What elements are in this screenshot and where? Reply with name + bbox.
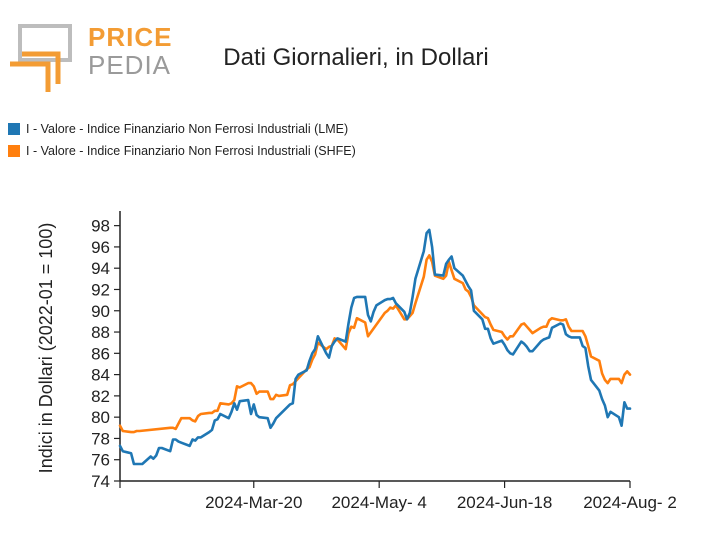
legend-label-lme: I - Valore - Indice Finanziario Non Ferr… <box>26 122 349 136</box>
logo-text-price: PRICE <box>88 22 173 52</box>
legend-item-lme[interactable]: I - Valore - Indice Finanziario Non Ferr… <box>8 118 356 140</box>
legend-item-shfe[interactable]: I - Valore - Indice Finanziario Non Ferr… <box>8 140 356 162</box>
x-tick-label: 2024-May- 4 <box>331 493 426 512</box>
series-lines <box>118 228 632 466</box>
y-tick-label: 78 <box>91 429 110 448</box>
y-axis: 74 76 78 80 82 84 86 88 90 92 94 96 98 <box>91 211 121 491</box>
x-tick-label: 2024-Mar-20 <box>205 493 302 512</box>
y-axis-label: Indici in Dollari (2022-01 = 100) <box>36 223 56 474</box>
y-tick-label: 88 <box>91 323 110 342</box>
logo-text-pedia: PEDIA <box>88 50 172 80</box>
series-line-lme <box>118 228 632 466</box>
legend: I - Valore - Indice Finanziario Non Ferr… <box>8 118 356 162</box>
y-tick-label: 74 <box>91 472 110 491</box>
y-tick-label: 94 <box>91 259 110 278</box>
legend-label-shfe: I - Valore - Indice Finanziario Non Ferr… <box>26 144 356 158</box>
logo-mark-icon <box>10 24 72 92</box>
pricepedia-logo: PRICE PEDIA <box>8 24 172 94</box>
y-tick-label: 76 <box>91 451 110 470</box>
y-tick-label: 84 <box>91 366 110 385</box>
y-tick-label: 90 <box>91 302 110 321</box>
legend-swatch-lme <box>8 123 20 135</box>
chart-title: Dati Giornalieri, in Dollari <box>223 44 489 71</box>
x-axis: 2024-Mar-20 2024-May- 4 2024-Jun-18 2024-Au… <box>119 480 677 512</box>
legend-swatch-shfe <box>8 145 20 157</box>
y-tick-label: 82 <box>91 387 110 406</box>
series-line-shfe <box>118 254 632 434</box>
x-tick-label: 2024-Jun-18 <box>457 493 552 512</box>
x-tick-label: 2024-Aug- 2 <box>583 493 677 512</box>
y-tick-label: 92 <box>91 280 110 299</box>
y-tick-label: 96 <box>91 238 110 257</box>
y-tick-label: 98 <box>91 217 110 236</box>
y-tick-label: 86 <box>91 344 110 363</box>
y-tick-label: 80 <box>91 408 110 427</box>
